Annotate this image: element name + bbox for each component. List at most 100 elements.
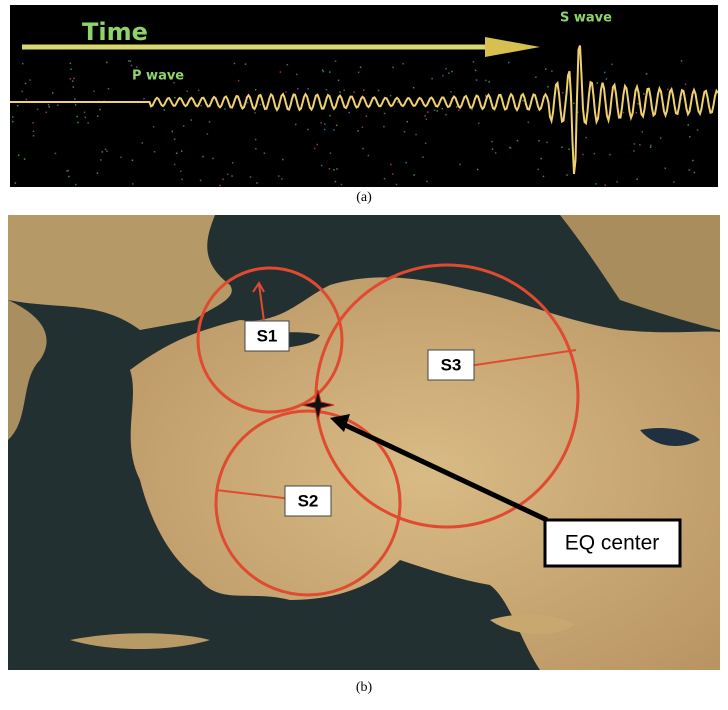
noise-dot <box>405 162 407 164</box>
noise-dot <box>333 169 335 171</box>
noise-dot <box>595 183 597 185</box>
map-panel: S1 S2 S3 EQ center <box>8 215 720 670</box>
noise-dot <box>254 112 256 114</box>
noise-dot <box>538 140 540 142</box>
noise-dot <box>227 174 229 176</box>
noise-dot <box>37 109 39 111</box>
noise-dot <box>25 83 27 85</box>
noise-dot <box>396 184 398 186</box>
noise-dot <box>87 122 89 124</box>
noise-dot <box>12 116 14 118</box>
noise-dot <box>636 179 638 181</box>
time-label: Time <box>82 18 148 46</box>
noise-dot <box>17 105 19 107</box>
noise-dot <box>75 104 77 106</box>
noise-dot <box>48 104 50 106</box>
noise-dot <box>181 150 183 152</box>
noise-dot <box>77 122 79 124</box>
noise-dot <box>623 112 625 114</box>
noise-dot <box>445 68 447 70</box>
noise-dot <box>142 142 144 144</box>
noise-dot <box>131 65 133 67</box>
noise-dot <box>281 178 283 180</box>
noise-dot <box>287 64 289 66</box>
noise-dot <box>341 184 343 186</box>
noise-dot <box>492 148 494 150</box>
noise-dot <box>422 156 424 158</box>
noise-dot <box>434 109 436 111</box>
noise-dot <box>33 131 35 133</box>
figure: Time P wave S wave (a) S1 S2 S3 EQ cente… <box>0 0 728 705</box>
noise-dot <box>561 147 563 149</box>
noise-dot <box>174 139 176 141</box>
caption-b: (b) <box>356 680 373 695</box>
noise-dot <box>451 71 453 73</box>
noise-dot <box>207 133 209 135</box>
seismogram-panel: Time P wave S wave <box>10 5 718 187</box>
noise-dot <box>323 71 325 73</box>
noise-dot <box>329 71 331 73</box>
noise-dot <box>324 129 326 131</box>
noise-dot <box>250 176 252 178</box>
noise-dot <box>366 116 368 118</box>
noise-dot <box>566 174 568 176</box>
noise-dot <box>321 165 323 167</box>
noise-dot <box>362 148 364 150</box>
noise-dot <box>665 168 667 170</box>
noise-dot <box>172 131 174 133</box>
noise-dot <box>597 82 599 84</box>
noise-dot <box>48 106 50 108</box>
noise-dot <box>363 89 365 91</box>
noise-dot <box>46 112 48 114</box>
noise-dot <box>611 64 613 66</box>
noise-dot <box>76 116 78 118</box>
noise-dot <box>255 139 257 141</box>
noise-dot <box>307 88 309 90</box>
noise-dot <box>605 184 607 186</box>
noise-dot <box>295 124 297 126</box>
noise-dot <box>231 175 233 177</box>
noise-dot <box>473 61 475 63</box>
noise-dot <box>673 181 675 183</box>
noise-dot <box>604 72 606 74</box>
noise-dot <box>191 119 193 121</box>
noise-dot <box>329 168 331 170</box>
noise-dot <box>650 145 652 147</box>
noise-dot <box>85 117 87 119</box>
noise-dot <box>535 77 537 79</box>
noise-dot <box>368 155 370 157</box>
noise-dot <box>634 143 636 145</box>
noise-dot <box>547 86 549 88</box>
noise-dot <box>29 79 31 81</box>
noise-dot <box>358 72 360 74</box>
noise-dot <box>397 101 399 103</box>
noise-dot <box>442 75 444 77</box>
epicenter-label: EQ center <box>565 532 660 555</box>
noise-dot <box>100 159 102 161</box>
noise-dot <box>70 78 72 80</box>
noise-dot <box>508 62 510 64</box>
noise-dot <box>495 152 497 154</box>
noise-dot <box>485 80 487 82</box>
noise-dot <box>329 115 331 117</box>
noise-dot <box>540 158 542 160</box>
noise-dot <box>685 84 687 86</box>
noise-dot <box>543 176 545 178</box>
station-label: S2 <box>298 491 319 510</box>
noise-dot <box>545 68 547 70</box>
noise-dot <box>24 158 26 160</box>
noise-dot <box>22 63 24 65</box>
noise-dot <box>200 180 202 182</box>
noise-dot <box>456 106 458 108</box>
noise-dot <box>99 109 101 111</box>
noise-dot <box>681 60 683 62</box>
p-wave-label: P wave <box>132 69 184 84</box>
noise-dot <box>120 157 122 159</box>
noise-dot <box>108 88 110 90</box>
noise-dot <box>336 125 338 127</box>
noise-dot <box>93 91 95 93</box>
noise-dot <box>68 176 70 178</box>
noise-dot <box>307 129 309 131</box>
noise-dot <box>106 151 108 153</box>
noise-dot <box>643 93 645 95</box>
